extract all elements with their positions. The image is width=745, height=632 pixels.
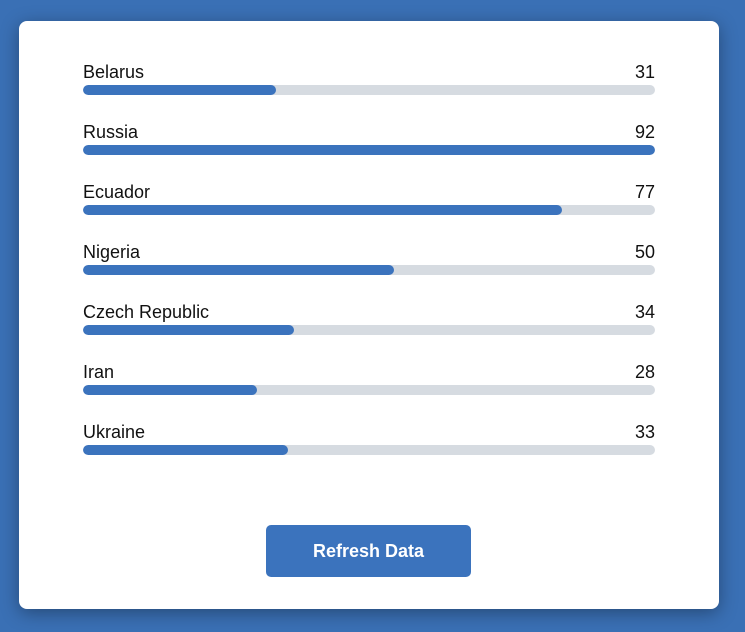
chart-card: Belarus 31 Russia 92 Ecuador 77 Nigeria 50 Czech…	[19, 21, 719, 609]
bar-label: Czech Republic	[83, 302, 210, 322]
bar-fill	[83, 325, 295, 335]
bar-row: Ukraine 33	[83, 421, 655, 481]
bar-value: 31	[634, 62, 655, 82]
bar-track	[83, 265, 655, 275]
bar-label: Ecuador	[83, 182, 151, 202]
bar-track	[83, 385, 655, 395]
bar-track	[83, 145, 655, 155]
bar-value: 92	[634, 122, 655, 142]
bar-label: Iran	[83, 362, 115, 382]
bar-track	[83, 325, 655, 335]
bar-row: Belarus 31	[83, 61, 655, 121]
bar-row-header: Belarus 31	[83, 61, 655, 83]
bar-fill	[83, 205, 562, 215]
bar-row: Nigeria 50	[83, 241, 655, 301]
bar-value: 34	[634, 302, 655, 322]
bar-row-header: Ecuador 77	[83, 181, 655, 203]
bar-chart: Belarus 31 Russia 92 Ecuador 77 Nigeria 50 Czech…	[83, 61, 655, 481]
bar-row-header: Russia 92	[83, 121, 655, 143]
bar-row-header: Nigeria 50	[83, 241, 655, 263]
bar-row: Ecuador 77	[83, 181, 655, 241]
bar-value: 33	[634, 422, 655, 442]
refresh-data-button[interactable]: Refresh Data	[266, 525, 471, 577]
bar-label: Russia	[83, 122, 139, 142]
bar-track	[83, 445, 655, 455]
bar-row: Iran 28	[83, 361, 655, 421]
bar-track	[83, 205, 655, 215]
bar-row-header: Iran 28	[83, 361, 655, 383]
bar-label: Belarus	[83, 62, 145, 82]
bar-row-header: Ukraine 33	[83, 421, 655, 443]
bar-value: 77	[634, 182, 655, 202]
bar-label: Ukraine	[83, 422, 146, 442]
bar-fill	[83, 145, 655, 155]
bar-row-header: Czech Republic 34	[83, 301, 655, 323]
bar-fill	[83, 265, 394, 275]
bar-row: Czech Republic 34	[83, 301, 655, 361]
bar-fill	[83, 445, 289, 455]
bar-label: Nigeria	[83, 242, 141, 262]
bar-fill	[83, 385, 258, 395]
bar-value: 50	[634, 242, 655, 262]
bar-fill	[83, 85, 276, 95]
bar-row: Russia 92	[83, 121, 655, 181]
bar-value: 28	[634, 362, 655, 382]
bar-track	[83, 85, 655, 95]
